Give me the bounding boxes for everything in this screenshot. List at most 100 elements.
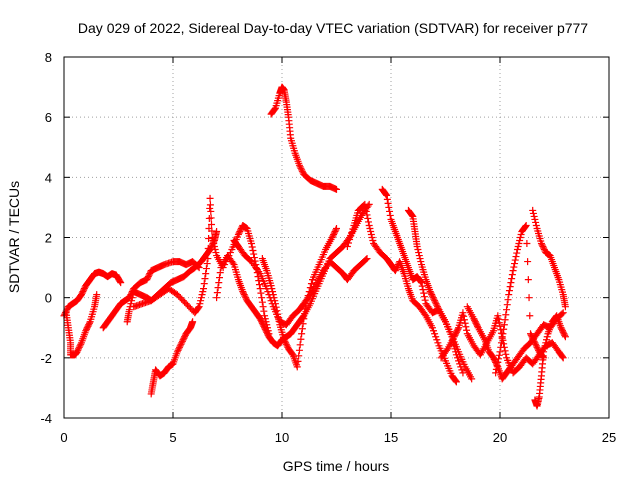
data-point	[202, 270, 210, 278]
data-point	[178, 339, 186, 347]
data-point	[259, 303, 267, 311]
data-point	[458, 366, 466, 374]
data-point	[177, 340, 185, 348]
data-point	[295, 346, 303, 354]
data-point	[282, 339, 290, 347]
data-point	[263, 330, 271, 338]
x-tick-label: 5	[169, 430, 176, 445]
data-point	[343, 243, 351, 251]
data-point	[204, 255, 212, 263]
data-point	[85, 321, 93, 329]
data-point	[495, 315, 503, 323]
data-point	[302, 300, 310, 308]
data-point	[298, 167, 306, 175]
data-point	[256, 285, 264, 293]
data-point	[178, 337, 186, 345]
data-point	[128, 297, 136, 305]
data-point	[558, 353, 566, 361]
data-point	[559, 354, 567, 362]
data-point	[386, 211, 394, 219]
data-point	[213, 289, 221, 297]
data-point	[498, 334, 506, 342]
data-point	[270, 294, 278, 302]
y-tick-label: 0	[45, 291, 52, 306]
data-point	[418, 279, 426, 287]
data-point	[197, 297, 205, 305]
data-point	[329, 232, 337, 240]
data-point	[234, 230, 242, 238]
data-point	[348, 228, 356, 236]
data-point	[500, 325, 508, 333]
data-point	[274, 314, 282, 322]
data-point	[255, 281, 263, 289]
data-point	[431, 298, 439, 306]
data-point	[272, 303, 280, 311]
data-point	[262, 327, 270, 335]
data-point	[173, 348, 181, 356]
data-point	[306, 284, 314, 292]
data-point	[215, 279, 223, 287]
data-point	[175, 345, 183, 353]
data-point	[508, 275, 516, 283]
data-point	[523, 240, 531, 248]
data-point	[382, 190, 390, 198]
x-tick-label: 25	[602, 430, 616, 445]
series-arc-6	[147, 318, 197, 398]
data-point	[301, 305, 309, 313]
series-arc-10	[267, 83, 340, 193]
data-point	[421, 296, 429, 304]
data-point	[530, 337, 538, 345]
data-point	[502, 311, 510, 319]
data-point	[533, 343, 541, 351]
data-point	[176, 342, 184, 350]
data-point	[293, 363, 301, 371]
data-point	[307, 280, 315, 288]
data-point	[294, 357, 302, 365]
data-point	[516, 234, 524, 241]
data-point	[453, 354, 461, 362]
data-point	[433, 301, 441, 309]
data-point	[296, 341, 304, 349]
data-point	[258, 318, 266, 326]
data-point	[450, 333, 458, 341]
data-point	[408, 211, 416, 219]
data-point	[283, 342, 291, 350]
data-point	[500, 321, 508, 329]
data-point	[511, 260, 519, 268]
data-point	[203, 260, 211, 268]
data-point	[428, 324, 436, 332]
data-point	[362, 204, 370, 212]
data-point	[558, 325, 566, 333]
data-point	[470, 315, 478, 323]
data-point	[529, 336, 537, 344]
data-point	[257, 289, 265, 297]
data-point	[208, 227, 216, 235]
data-point	[194, 304, 202, 312]
data-point	[505, 291, 513, 299]
data-point	[452, 328, 460, 336]
data-point	[213, 294, 221, 302]
data-point	[510, 263, 518, 271]
data-point	[468, 375, 476, 383]
data-point	[561, 331, 569, 339]
data-point	[250, 254, 258, 262]
data-point	[201, 275, 209, 283]
data-point	[385, 203, 393, 211]
data-point	[532, 342, 540, 350]
data-point	[497, 343, 505, 351]
y-tick-label: -2	[40, 351, 52, 366]
data-point	[511, 256, 519, 264]
data-point	[249, 247, 257, 255]
data-point	[174, 346, 182, 354]
data-point	[208, 234, 216, 241]
data-point	[368, 234, 376, 241]
data-point	[524, 258, 532, 266]
data-point	[392, 265, 400, 273]
data-point	[367, 227, 375, 235]
data-point	[207, 214, 215, 222]
series-arc-7	[213, 200, 373, 350]
data-point	[473, 321, 481, 329]
data-point	[260, 307, 268, 315]
data-point	[125, 306, 133, 314]
data-point	[363, 211, 371, 219]
